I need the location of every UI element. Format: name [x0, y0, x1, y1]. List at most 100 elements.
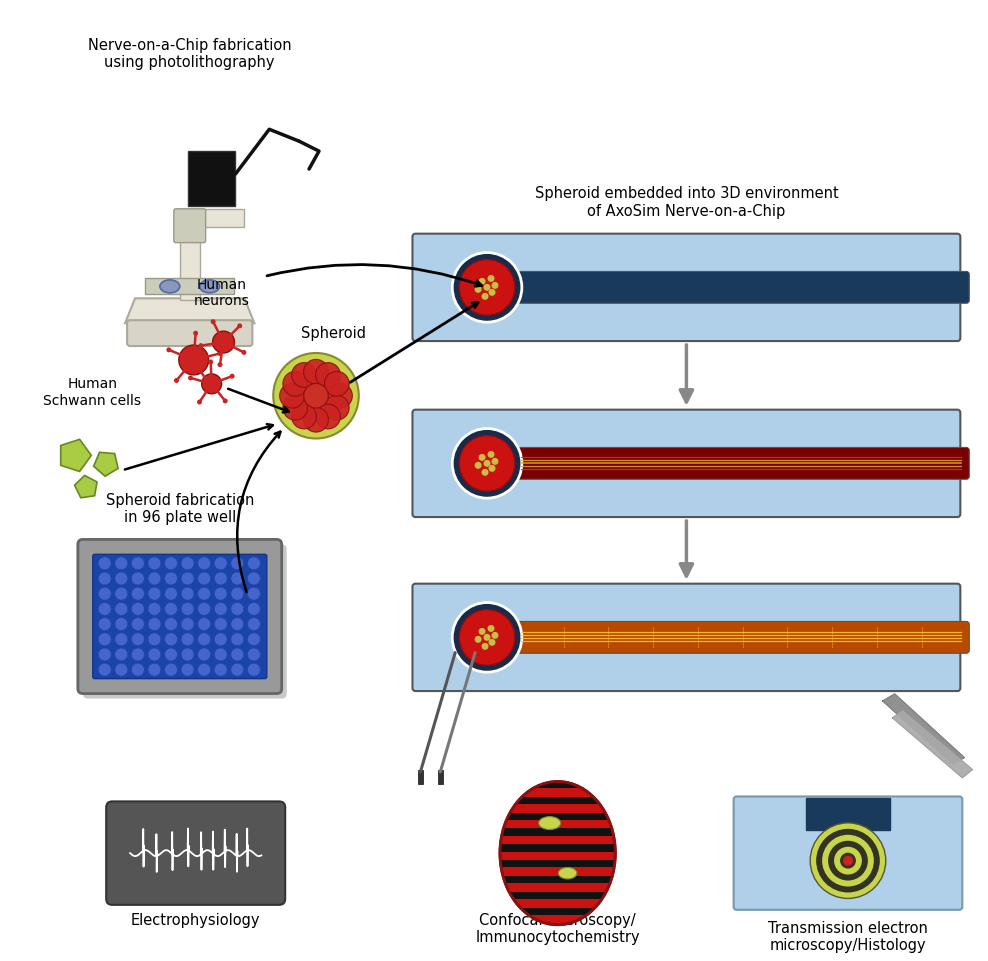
Circle shape	[483, 283, 490, 291]
Circle shape	[131, 556, 144, 570]
Bar	[498, 860, 618, 868]
Circle shape	[453, 253, 522, 322]
Circle shape	[229, 374, 234, 379]
Circle shape	[487, 275, 495, 282]
Text: Electrophysiology: Electrophysiology	[131, 913, 261, 927]
Circle shape	[453, 429, 522, 498]
Circle shape	[115, 648, 127, 661]
Circle shape	[491, 457, 499, 465]
Circle shape	[165, 633, 178, 646]
Bar	[498, 876, 618, 883]
Polygon shape	[74, 476, 97, 498]
Circle shape	[148, 587, 161, 601]
Circle shape	[181, 572, 194, 585]
Circle shape	[291, 362, 316, 387]
Circle shape	[98, 618, 112, 630]
Text: Spheroid embedded into 3D environment
of AxoSim Nerve-on-a-Chip: Spheroid embedded into 3D environment of…	[535, 186, 838, 219]
Circle shape	[214, 587, 227, 601]
Circle shape	[474, 636, 481, 643]
Circle shape	[214, 572, 227, 585]
Circle shape	[315, 362, 341, 387]
Circle shape	[241, 350, 246, 355]
Circle shape	[214, 633, 227, 646]
Circle shape	[165, 618, 178, 630]
Circle shape	[822, 835, 873, 886]
Circle shape	[98, 648, 112, 661]
FancyBboxPatch shape	[127, 320, 252, 346]
Circle shape	[115, 587, 127, 601]
Circle shape	[214, 556, 227, 570]
Circle shape	[222, 399, 227, 404]
FancyArrowPatch shape	[681, 345, 693, 402]
Bar	[498, 924, 618, 931]
Circle shape	[198, 663, 210, 677]
Circle shape	[181, 556, 194, 570]
Circle shape	[165, 572, 178, 585]
Circle shape	[98, 603, 112, 615]
Circle shape	[165, 556, 178, 570]
Circle shape	[148, 633, 161, 646]
Circle shape	[217, 362, 222, 367]
Circle shape	[231, 663, 244, 677]
Circle shape	[324, 395, 349, 420]
Circle shape	[198, 587, 210, 601]
Ellipse shape	[200, 280, 219, 293]
Circle shape	[474, 462, 481, 469]
Circle shape	[198, 603, 210, 615]
Text: Spheroid: Spheroid	[301, 326, 367, 341]
Circle shape	[131, 603, 144, 615]
Circle shape	[247, 556, 260, 570]
Circle shape	[181, 648, 194, 661]
Polygon shape	[94, 453, 119, 477]
Circle shape	[459, 609, 515, 665]
FancyBboxPatch shape	[174, 209, 206, 242]
Circle shape	[274, 353, 359, 438]
Circle shape	[188, 376, 193, 381]
FancyBboxPatch shape	[412, 234, 960, 341]
Circle shape	[303, 407, 328, 432]
Bar	[805, 799, 890, 829]
Circle shape	[115, 618, 127, 630]
Circle shape	[324, 371, 349, 396]
Circle shape	[115, 603, 127, 615]
Bar	[180, 209, 244, 227]
Circle shape	[212, 332, 234, 353]
Circle shape	[247, 603, 260, 615]
Circle shape	[214, 648, 227, 661]
Circle shape	[247, 648, 260, 661]
Circle shape	[280, 383, 304, 408]
Ellipse shape	[538, 817, 560, 829]
Circle shape	[481, 293, 488, 300]
Circle shape	[165, 603, 178, 615]
Circle shape	[247, 572, 260, 585]
Circle shape	[491, 282, 499, 289]
Circle shape	[459, 435, 515, 491]
Bar	[115, 809, 278, 897]
Polygon shape	[883, 694, 964, 764]
Circle shape	[487, 625, 495, 632]
Circle shape	[98, 587, 112, 601]
Circle shape	[231, 618, 244, 630]
Text: Human
neurons: Human neurons	[194, 278, 250, 308]
Circle shape	[247, 618, 260, 630]
FancyBboxPatch shape	[107, 801, 286, 905]
Circle shape	[198, 618, 210, 630]
Circle shape	[181, 663, 194, 677]
Circle shape	[453, 603, 522, 672]
Circle shape	[231, 648, 244, 661]
Text: Human
Schwann cells: Human Schwann cells	[43, 378, 141, 407]
FancyBboxPatch shape	[516, 622, 969, 653]
Text: Nerve-on-a-Chip fabrication
using photolithography: Nerve-on-a-Chip fabrication using photol…	[88, 37, 291, 70]
Circle shape	[214, 603, 227, 615]
Bar	[439, 770, 444, 784]
Circle shape	[481, 643, 488, 650]
Circle shape	[283, 395, 307, 420]
Ellipse shape	[500, 781, 616, 924]
Circle shape	[483, 634, 490, 641]
Bar	[188, 151, 235, 206]
Circle shape	[231, 572, 244, 585]
Circle shape	[828, 841, 867, 880]
Bar	[498, 780, 618, 788]
FancyArrowPatch shape	[681, 521, 693, 576]
Circle shape	[291, 404, 316, 429]
